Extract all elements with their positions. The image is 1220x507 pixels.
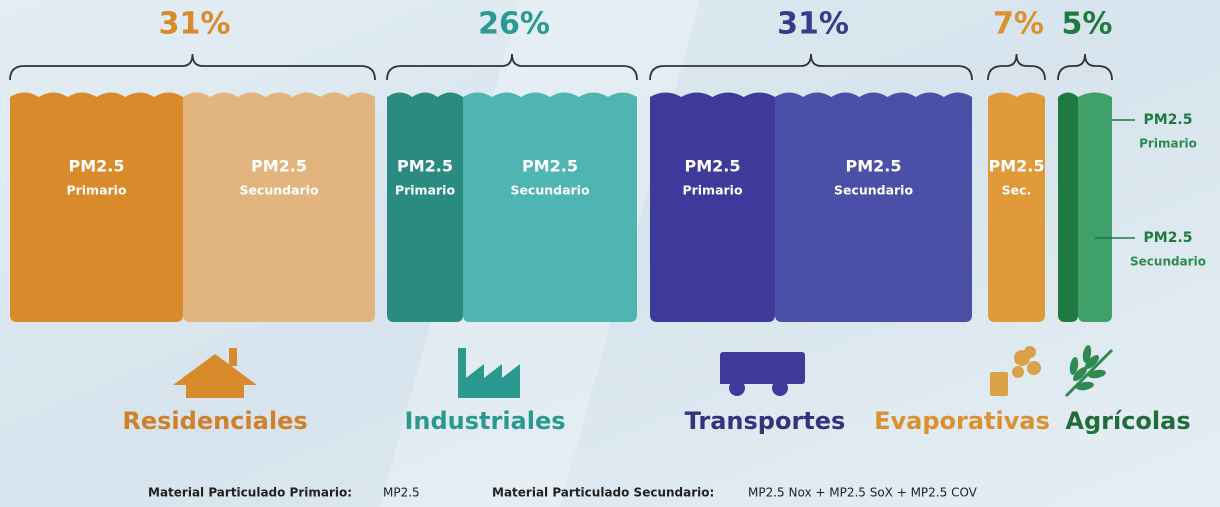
segment-bar <box>183 92 375 322</box>
house-icon <box>173 348 257 398</box>
legend-definition: MP2.5 <box>383 486 420 500</box>
plant-icon <box>1064 345 1114 398</box>
legend-term: Material Particulado Primario: <box>148 486 352 500</box>
percent-label: 7% <box>993 7 1044 42</box>
segment-title: PM2.5 <box>1144 112 1193 128</box>
segment-subtitle: Primario <box>1139 137 1197 151</box>
factory-icon <box>458 348 520 398</box>
percent-label: 31% <box>159 7 231 42</box>
segment-title: PM2.5 <box>989 157 1045 176</box>
segment-title: PM2.5 <box>685 157 741 176</box>
truck-icon <box>720 352 805 396</box>
segment-subtitle: Secundario <box>239 183 319 198</box>
brace <box>987 53 1046 81</box>
legend-definition: MP2.5 Nox + MP2.5 SoX + MP2.5 COV <box>748 486 978 500</box>
source-name: Agrícolas <box>1065 407 1190 435</box>
brace <box>1057 53 1113 81</box>
segment-subtitle: Secundario <box>834 183 914 198</box>
segment-bar <box>387 92 463 322</box>
segment-subtitle: Primario <box>66 183 127 198</box>
segment-bar <box>775 92 972 322</box>
segment-bar <box>1078 92 1112 322</box>
segment-title: PM2.5 <box>397 157 453 176</box>
percent-label: 5% <box>1062 7 1113 42</box>
segment-subtitle: Primario <box>682 183 743 198</box>
segment-bar <box>10 92 183 322</box>
segment-title: PM2.5 <box>69 157 125 176</box>
segment-subtitle: Secundario <box>510 183 590 198</box>
segment-bar <box>1058 92 1078 322</box>
segment-subtitle: Sec. <box>1002 183 1032 198</box>
percent-label: 26% <box>478 7 550 42</box>
source-name: Transportes <box>685 407 846 435</box>
segment-title: PM2.5 <box>846 157 902 176</box>
brace <box>9 53 376 81</box>
source-name: Evaporativas <box>874 407 1050 435</box>
legend-term: Material Particulado Secundario: <box>492 486 714 500</box>
brace <box>386 53 638 81</box>
segment-subtitle: Primario <box>395 183 456 198</box>
brace <box>649 53 973 81</box>
source-name: Industriales <box>404 407 565 435</box>
segment-bar <box>463 92 637 322</box>
segment-subtitle: Secundario <box>1130 255 1206 269</box>
segment-title: PM2.5 <box>1144 230 1193 246</box>
percent-label: 31% <box>777 7 849 42</box>
segment-title: PM2.5 <box>251 157 307 176</box>
segment-bar <box>988 92 1045 322</box>
evaporation-icon <box>990 346 1041 396</box>
segment-bar <box>650 92 775 322</box>
source-name: Residenciales <box>122 407 307 435</box>
segment-title: PM2.5 <box>522 157 578 176</box>
